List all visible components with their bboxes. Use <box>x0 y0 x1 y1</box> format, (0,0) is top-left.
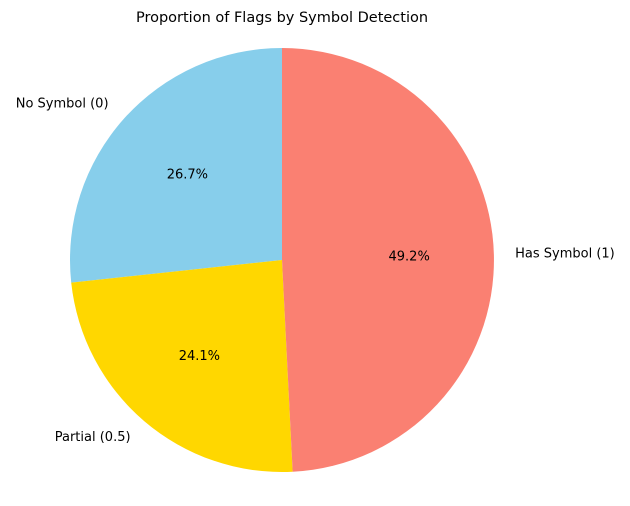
pie-slice-label-2: Has Symbol (1) <box>515 247 615 262</box>
pie-labels: 26.7% No Symbol (0) 24.1% Partial (0.5) 49.2… <box>16 97 615 445</box>
pie-slice-percent-1: 24.1% <box>179 349 220 364</box>
pie-slice-2 <box>282 48 494 472</box>
pie-slice-percent-2: 49.2% <box>389 249 430 264</box>
pie-slices <box>70 48 494 472</box>
chart-title: Proportion of Flags by Symbol Detection <box>136 10 428 26</box>
pie-slice-1 <box>71 260 293 472</box>
pie-slice-label-0: No Symbol (0) <box>16 97 109 112</box>
pie-slice-percent-0: 26.7% <box>167 167 208 182</box>
pie-slice-label-1: Partial (0.5) <box>55 430 131 445</box>
pie-slice-0 <box>70 48 282 283</box>
